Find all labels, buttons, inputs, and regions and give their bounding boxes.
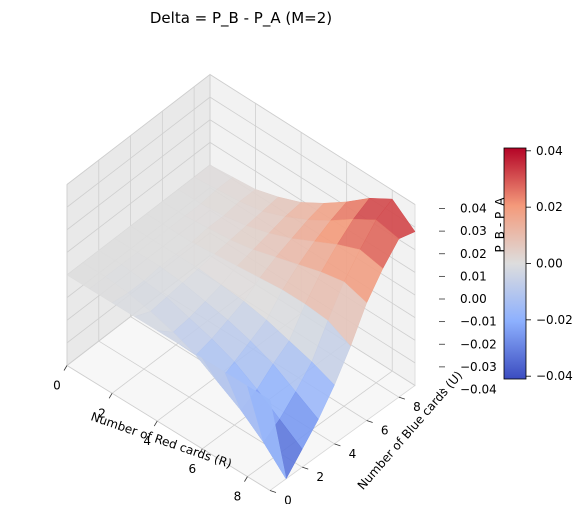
grid-line-z (66, 96, 211, 208)
x-tick-label: 8 (234, 490, 242, 504)
x-tick-label: 0 (53, 379, 61, 393)
y-tick-label: 2 (316, 470, 324, 484)
z-tick-label: 0.01 (460, 269, 487, 283)
z-tick-label: −0.03 (460, 360, 497, 374)
z-axis-label: P_B - P_A (493, 197, 507, 253)
z-tick-label: 0.04 (460, 202, 487, 216)
z-tick-label: 0.02 (460, 247, 487, 261)
y-tick-mark (398, 396, 406, 400)
z-tick-label: 0.00 (460, 292, 487, 306)
chart-title: Delta = P_B - P_A (M=2) (150, 9, 332, 28)
grid-line-y (66, 365, 271, 491)
y-tick-label: 4 (349, 447, 357, 461)
y-tick-mark (269, 490, 277, 493)
z-tick-label: −0.04 (460, 383, 497, 397)
y-tick-mark (302, 466, 309, 470)
x-tick-label: 2 (98, 406, 106, 420)
grid-line-z (66, 142, 211, 253)
surface-face (247, 385, 287, 479)
axes-ticks: 0 2 4 6 8 0 2 4 6 8 0.04 0.03 0.02 0.01 0.00 −0.01 −0.02… (53, 202, 497, 508)
y-tick-label: 8 (413, 400, 421, 414)
x-tick-mark (108, 393, 113, 399)
grid-line-z (66, 119, 211, 231)
colorbar-tick-label: 0.02 (536, 200, 563, 214)
z-tick-label: −0.01 (460, 315, 497, 329)
x-tick-mark (198, 448, 203, 455)
y-tick-label: 6 (381, 424, 389, 438)
surface-mesh (66, 164, 416, 480)
colorbar-tick-label: −0.04 (536, 369, 573, 383)
y-tick-label: 0 (284, 494, 292, 505)
x-tick-label: 6 (189, 462, 197, 476)
z-tick-label: 0.03 (460, 224, 487, 238)
colorbar: 0.04 0.02 0.00 −0.02 −0.04 (503, 144, 573, 383)
grid-line-x (247, 370, 393, 477)
x-tick-mark (63, 365, 68, 371)
y-tick-mark (334, 443, 341, 447)
grid-line-z (209, 74, 416, 205)
x-tick-mark (153, 420, 158, 427)
colorbar-tick-label: 0.04 (536, 144, 563, 158)
y-tick-mark (366, 420, 373, 423)
z-tick-label: −0.02 (460, 337, 497, 351)
colorbar-tick-label: 0.00 (536, 257, 563, 271)
colorbar-gradient (503, 147, 527, 380)
colorbar-tick-label: −0.02 (536, 313, 573, 327)
grid-line-z (66, 74, 211, 185)
x-tick-mark (244, 476, 248, 482)
x-tick-label: 4 (143, 434, 151, 448)
